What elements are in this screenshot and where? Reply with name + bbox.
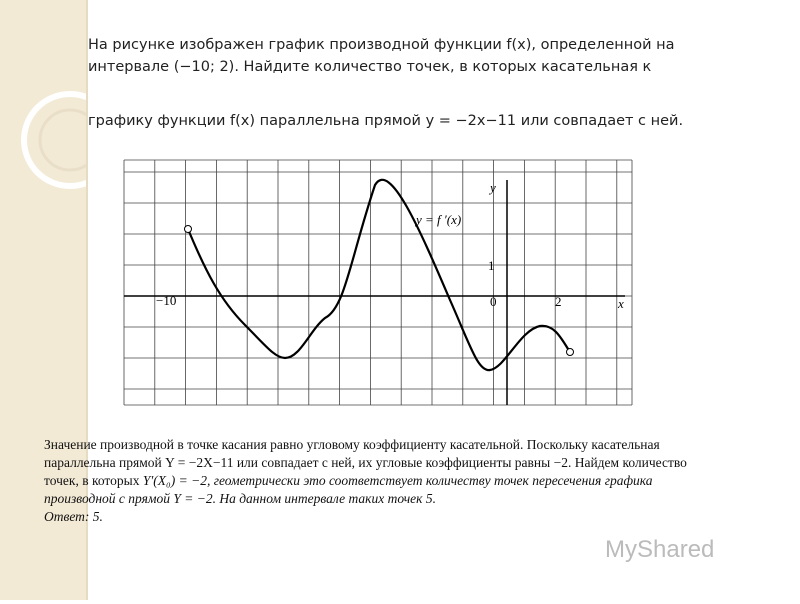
open-endpoint	[184, 225, 192, 233]
graph: x y y = f ′(x) −10 0 2 1	[123, 159, 633, 406]
tick-label: −10	[156, 293, 176, 308]
tick-label: 2	[555, 294, 562, 309]
question-1: На рисунке изображен график производной …	[88, 37, 675, 75]
watermark: MyShared	[605, 536, 715, 563]
tick-label: 0	[490, 294, 497, 309]
open-endpoint	[566, 348, 574, 356]
grid	[123, 159, 633, 406]
solution: Значение производной в точке касания рав…	[44, 436, 724, 526]
answer: Ответ: 5.	[44, 509, 103, 524]
x-label: x	[617, 296, 624, 311]
y-label: y	[488, 180, 496, 195]
solution-text: Y′(X₀) = −2, геометрически это соответст…	[44, 473, 653, 506]
solution-text: Значение производной в точке касания рав…	[44, 437, 687, 488]
derivative-curve	[186, 178, 571, 372]
tick-label: 1	[488, 258, 495, 273]
function-label: y = f ′(x)	[414, 212, 461, 227]
question-2: графику функции f(x) параллельна прямой …	[88, 113, 684, 129]
